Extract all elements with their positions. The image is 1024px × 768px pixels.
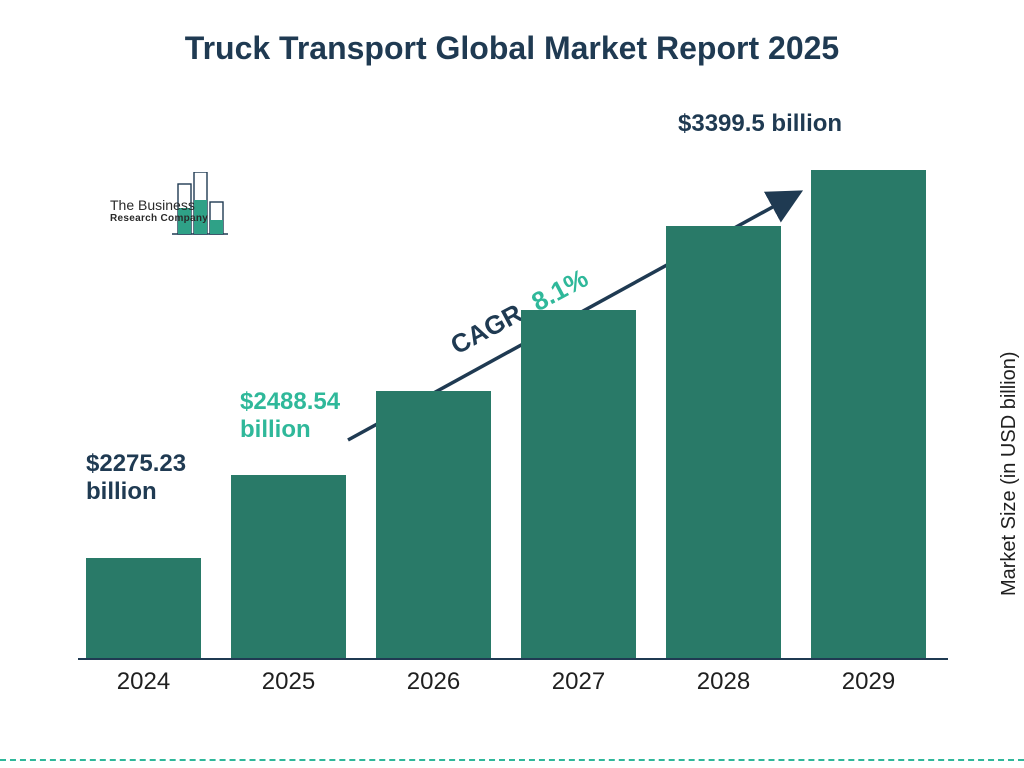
bar-2025 — [231, 475, 346, 658]
xlabel-2028: 2028 — [666, 668, 781, 696]
y-axis-label: Market Size (in USD billion) — [999, 352, 1022, 597]
bar-2028 — [666, 226, 781, 658]
xlabel-2024: 2024 — [86, 668, 201, 696]
value-label-0: $2275.23billion — [86, 450, 186, 505]
bottom-divider — [0, 759, 1024, 761]
bar-2029 — [811, 170, 926, 658]
xlabel-2025: 2025 — [231, 668, 346, 696]
x-axis — [78, 658, 948, 660]
xlabel-2029: 2029 — [811, 668, 926, 696]
xlabel-2026: 2026 — [376, 668, 491, 696]
xlabel-2027: 2027 — [521, 668, 636, 696]
bar-2027 — [521, 310, 636, 658]
chart-title: Truck Transport Global Market Report 202… — [0, 30, 1024, 67]
value-label-2: $3399.5 billion — [678, 110, 842, 138]
cagr-word: CAGR — [445, 298, 527, 360]
bar-2026 — [376, 391, 491, 658]
bar-2024 — [86, 558, 201, 658]
bar-chart: CAGR 8.1% 2024 2025 2026 2027 2028 2029 $2275.… — [78, 130, 948, 700]
value-label-1: $2488.54billion — [240, 388, 340, 443]
cagr-value: 8.1% — [526, 263, 592, 317]
